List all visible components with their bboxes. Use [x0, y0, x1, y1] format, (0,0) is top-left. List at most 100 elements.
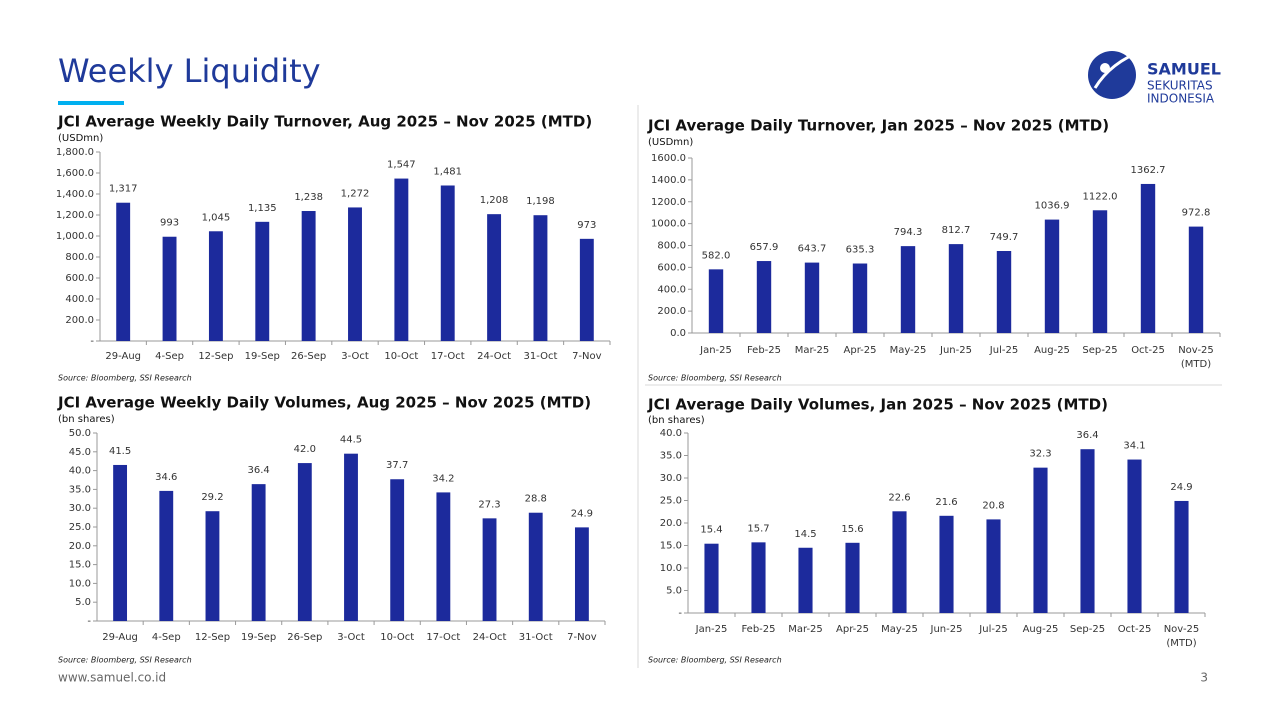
axis-unit: (USDmn)	[58, 133, 103, 144]
axis-unit: (bn shares)	[58, 414, 115, 425]
y-tick-label: 800.0	[657, 241, 686, 252]
value-label: 1362.7	[1131, 165, 1166, 176]
value-label: 1,045	[202, 212, 231, 223]
value-label: 749.7	[990, 232, 1019, 243]
x-tick-label: 24-Oct	[473, 632, 507, 643]
y-tick-label: 10.0	[660, 563, 682, 574]
value-label: 21.6	[935, 497, 957, 508]
y-tick-label: 25.0	[69, 522, 91, 533]
chart-title: JCI Average Daily Volumes, Jan 2025 – No…	[647, 396, 1108, 414]
bar	[1092, 210, 1108, 333]
y-tick-label: 5.0	[75, 597, 91, 608]
bar	[348, 207, 362, 341]
page-title: Weekly Liquidity	[58, 52, 321, 90]
x-tick-label: Nov-25 (MTD)	[1178, 345, 1214, 370]
y-tick-label: 5.0	[666, 586, 682, 597]
value-label: 973	[577, 220, 596, 231]
x-tick-label: 10-Oct	[384, 351, 418, 362]
value-label: 1,272	[341, 188, 370, 199]
x-tick-label: Jan-25	[695, 624, 728, 635]
bar	[948, 244, 964, 333]
value-label: 20.8	[982, 500, 1004, 511]
bar	[533, 215, 548, 341]
value-label: 36.4	[1076, 430, 1098, 441]
y-tick-label: -	[678, 608, 682, 619]
value-label: 972.8	[1182, 208, 1211, 219]
value-label: 1,135	[248, 203, 277, 214]
x-tick-label: 7-Nov	[572, 351, 602, 362]
bar	[574, 527, 589, 621]
x-tick-label: Sep-25	[1082, 345, 1117, 356]
y-tick-label: 1,600.0	[56, 168, 94, 179]
bar	[579, 238, 594, 341]
y-tick-label: 1200.0	[651, 197, 686, 208]
bar	[159, 490, 174, 621]
value-label: 37.7	[386, 460, 408, 471]
x-tick-label: Jun-25	[939, 345, 972, 356]
x-tick-label: Jul-25	[978, 624, 1007, 635]
value-label: 635.3	[846, 245, 875, 256]
bar	[704, 543, 719, 613]
y-tick-label: 35.0	[660, 451, 682, 462]
x-tick-label: 7-Nov	[567, 632, 597, 643]
page-number: 3	[1200, 671, 1208, 685]
source: Source: Bloomberg, SSI Research	[58, 374, 192, 383]
bar	[1080, 449, 1095, 613]
x-tick-label: 4-Sep	[155, 351, 184, 362]
value-label: 1,238	[294, 192, 323, 203]
x-tick-label: May-25	[890, 345, 927, 356]
x-tick-label: 12-Sep	[195, 632, 230, 643]
axis-unit: (USDmn)	[648, 137, 693, 148]
x-tick-label: Aug-25	[1023, 624, 1059, 635]
value-label: 1036.9	[1035, 201, 1070, 212]
value-label: 44.5	[340, 435, 362, 446]
value-label: 582.0	[702, 250, 731, 261]
x-tick-label: 12-Sep	[198, 351, 233, 362]
bar	[528, 512, 543, 621]
y-tick-label: 600.0	[65, 273, 94, 284]
value-label: 1,481	[433, 166, 462, 177]
value-label: 32.3	[1029, 449, 1051, 460]
y-tick-label: 40.0	[69, 466, 91, 477]
bar	[1127, 459, 1142, 613]
value-label: 14.5	[794, 529, 816, 540]
x-tick-label: 29-Aug	[102, 632, 138, 643]
value-label: 42.0	[294, 444, 316, 455]
logo-text: SAMUEL	[1147, 60, 1221, 79]
bar	[756, 261, 772, 333]
source: Source: Bloomberg, SSI Research	[58, 656, 192, 665]
x-tick-label: 3-Oct	[341, 351, 369, 362]
x-tick-label: Feb-25	[747, 345, 781, 356]
x-tick-label: Apr-25	[836, 624, 869, 635]
bar	[255, 221, 270, 341]
x-tick-label: Oct-25	[1131, 345, 1165, 356]
y-tick-label: 15.0	[660, 541, 682, 552]
value-label: 27.3	[478, 499, 500, 510]
title-underline	[58, 101, 124, 105]
x-tick-label: 17-Oct	[431, 351, 465, 362]
bar	[297, 463, 312, 621]
website: www.samuel.co.id	[58, 671, 166, 685]
x-tick-label: 4-Sep	[152, 632, 181, 643]
logo-text: INDONESIA	[1147, 92, 1215, 106]
x-tick-label: 17-Oct	[426, 632, 460, 643]
y-tick-label: -	[87, 616, 91, 627]
bar	[751, 542, 766, 613]
value-label: 24.9	[571, 508, 593, 519]
value-label: 993	[160, 218, 179, 229]
bar	[900, 246, 916, 333]
x-tick-label: 31-Oct	[524, 351, 558, 362]
y-tick-label: 400.0	[65, 294, 94, 305]
bar	[162, 236, 177, 341]
logo-mark	[1088, 51, 1136, 99]
logo-head	[1100, 63, 1110, 73]
logo: SAMUEL SEKURITAS INDONESIA	[1088, 46, 1221, 106]
bar	[440, 185, 455, 341]
x-tick-label: Jun-25	[930, 624, 963, 635]
y-tick-label: 40.0	[660, 428, 682, 439]
y-tick-label: 1,000.0	[56, 231, 94, 242]
x-tick-label: Sep-25	[1070, 624, 1105, 635]
value-label: 15.4	[700, 525, 722, 536]
y-tick-label: 400.0	[657, 284, 686, 295]
